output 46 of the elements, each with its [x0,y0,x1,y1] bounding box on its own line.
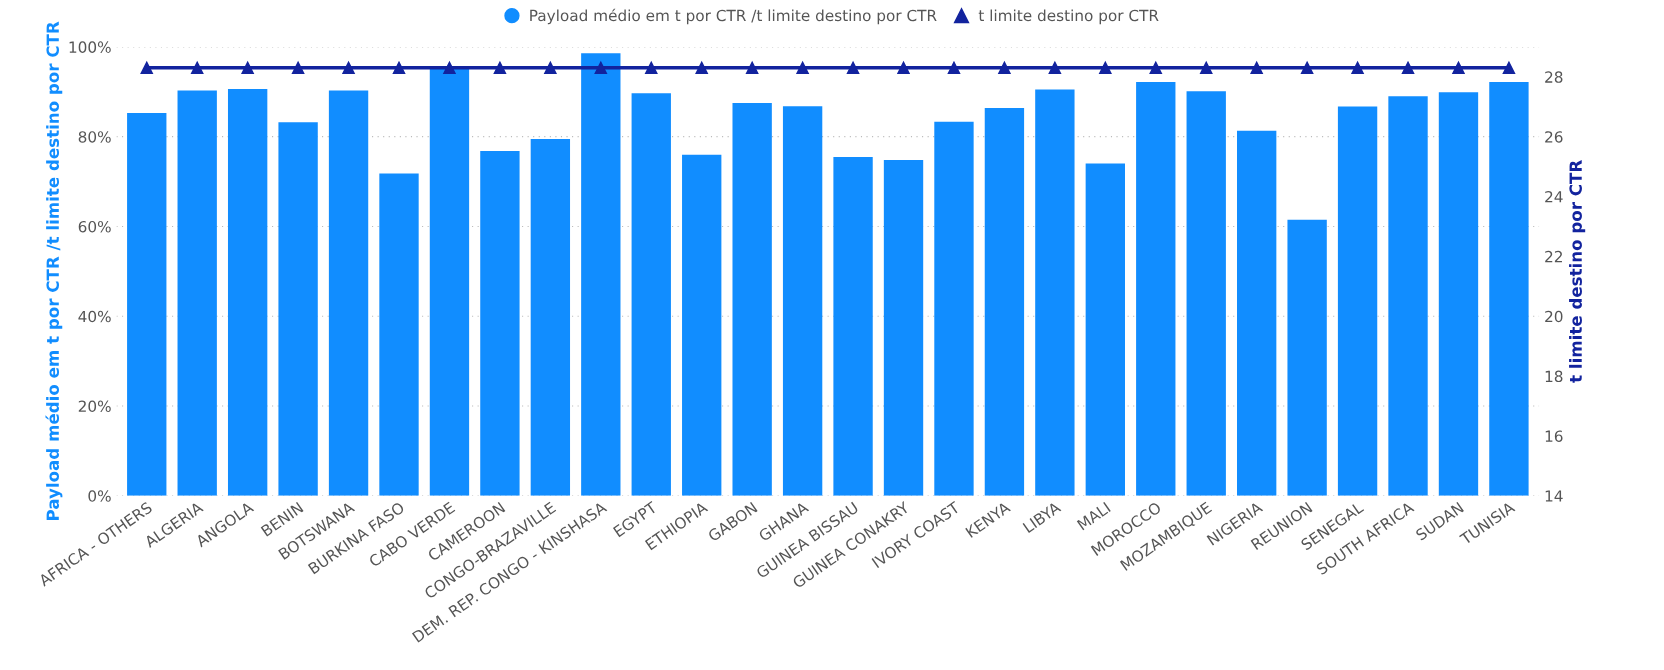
y2-tick-label: 16 [1545,430,1563,442]
y-tick-label: 100% [69,41,111,53]
bar [1085,163,1125,496]
y2-tick-label: 14 [1545,490,1563,502]
y2-tick-label: 26 [1545,131,1563,143]
legend-label: Payload médio em t por CTR /t limite destino por CTR [530,8,937,25]
y-tick-label: 20% [78,400,111,413]
bar [127,112,167,496]
bar [530,138,571,496]
y-tick-label: 80% [78,131,111,143]
bar [1136,81,1176,496]
bar [1438,92,1479,496]
bar [984,107,1025,496]
bar [782,106,823,496]
bar [429,67,470,496]
bar [682,154,722,496]
y2-tick-label: 24 [1545,191,1563,203]
y-tick-label: 0% [88,490,111,502]
y2-tick-label: 22 [1545,250,1562,263]
y-tick-label: 60% [78,220,111,233]
bar [1337,106,1378,496]
bar [480,151,520,496]
bar [1186,91,1226,496]
bar [1388,96,1428,496]
bar [278,122,318,496]
y2-tick-label: 20 [1545,310,1563,323]
y-axis-title: Payload médio em t por CTR /t limite destino por CTR [45,21,63,520]
bar [833,156,873,496]
bar [1287,219,1327,496]
y2-tick-label: 28 [1545,71,1563,83]
bar [883,160,924,496]
legend-label: t limite destino por CTR [978,9,1159,25]
bar [227,89,268,496]
y2-tick-label: 18 [1545,370,1563,383]
y-tick-label: 40% [78,310,111,323]
bar [1035,89,1075,496]
bar [631,93,671,496]
bar [1489,81,1529,496]
bar [177,90,217,496]
bar [581,53,621,496]
bar [1237,130,1277,496]
bar [934,121,974,496]
bar [732,103,772,496]
bar [379,173,419,496]
bar [328,90,369,496]
y2-axis-title: t limite destino por CTR [1569,160,1586,383]
